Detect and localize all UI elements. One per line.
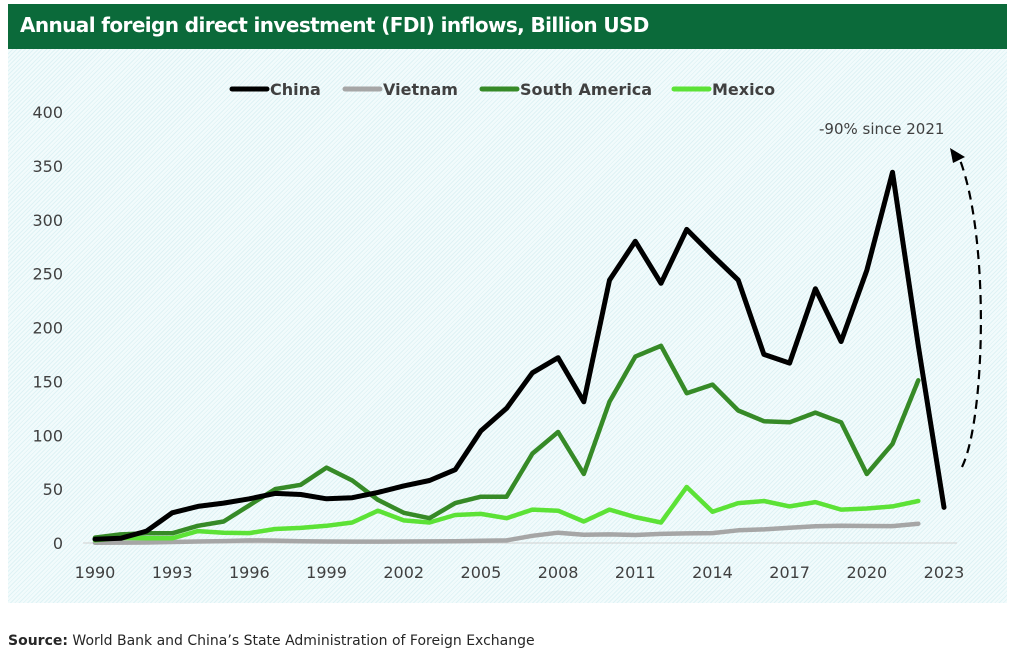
legend-item-vietnam: Vietnam bbox=[342, 80, 458, 99]
annotation-layer: -90% since 2021 bbox=[819, 120, 982, 468]
arrowhead-icon bbox=[950, 148, 965, 163]
legend-item-china: China bbox=[229, 80, 321, 99]
axis-layer: 0 50 100 150 200 250 300 350 400 1990 1993 1996 1999… bbox=[32, 103, 964, 582]
y-tick-label: 200 bbox=[32, 319, 63, 338]
source-note: Source: World Bank and China’s State Adm… bbox=[8, 633, 535, 649]
x-tick-label: 2008 bbox=[538, 563, 579, 582]
y-tick-label: 100 bbox=[32, 426, 63, 445]
y-tick-label: 400 bbox=[32, 103, 63, 122]
x-tick-label: 1999 bbox=[306, 563, 347, 582]
y-tick-label: 150 bbox=[32, 372, 63, 391]
annotation-arrow bbox=[958, 159, 982, 468]
y-tick-label: 250 bbox=[32, 265, 63, 284]
x-tick-label: 2014 bbox=[692, 563, 733, 582]
y-tick-label: 300 bbox=[32, 211, 63, 230]
x-tick-label: 2011 bbox=[615, 563, 656, 582]
source-label: Source: bbox=[8, 633, 68, 649]
x-tick-label: 1990 bbox=[75, 563, 116, 582]
x-tick-label: 1993 bbox=[152, 563, 193, 582]
y-tick-label: 350 bbox=[32, 157, 63, 176]
x-tick-label: 2017 bbox=[769, 563, 810, 582]
chart-header: Annual foreign direct investment (FDI) i… bbox=[8, 4, 1007, 49]
source-text: World Bank and China’s State Administrat… bbox=[72, 633, 535, 649]
x-tick-label: 2002 bbox=[383, 563, 424, 582]
legend-label: Vietnam bbox=[383, 80, 458, 99]
x-tick-label: 2020 bbox=[846, 563, 887, 582]
x-tick-label: 2023 bbox=[924, 563, 965, 582]
legend-label: China bbox=[270, 80, 321, 99]
legend-item-south-america: South America bbox=[479, 80, 652, 99]
series-line-vietnam bbox=[92, 521, 921, 546]
chart-title: Annual foreign direct investment (FDI) i… bbox=[20, 13, 649, 37]
series-line-mexico bbox=[92, 484, 921, 543]
x-tick-label: 2005 bbox=[461, 563, 502, 582]
legend: China Vietnam South America Mexico bbox=[229, 80, 775, 99]
series-line-south-america bbox=[92, 343, 921, 540]
series-line-china bbox=[92, 169, 947, 542]
series-layer bbox=[92, 169, 947, 546]
legend-label: Mexico bbox=[712, 80, 775, 99]
y-tick-label: 0 bbox=[53, 534, 63, 553]
legend-item-mexico: Mexico bbox=[671, 80, 775, 99]
x-tick-label: 1996 bbox=[229, 563, 270, 582]
legend-label: South America bbox=[520, 80, 652, 99]
y-tick-label: 50 bbox=[43, 480, 63, 499]
annotation-text: -90% since 2021 bbox=[819, 120, 944, 138]
